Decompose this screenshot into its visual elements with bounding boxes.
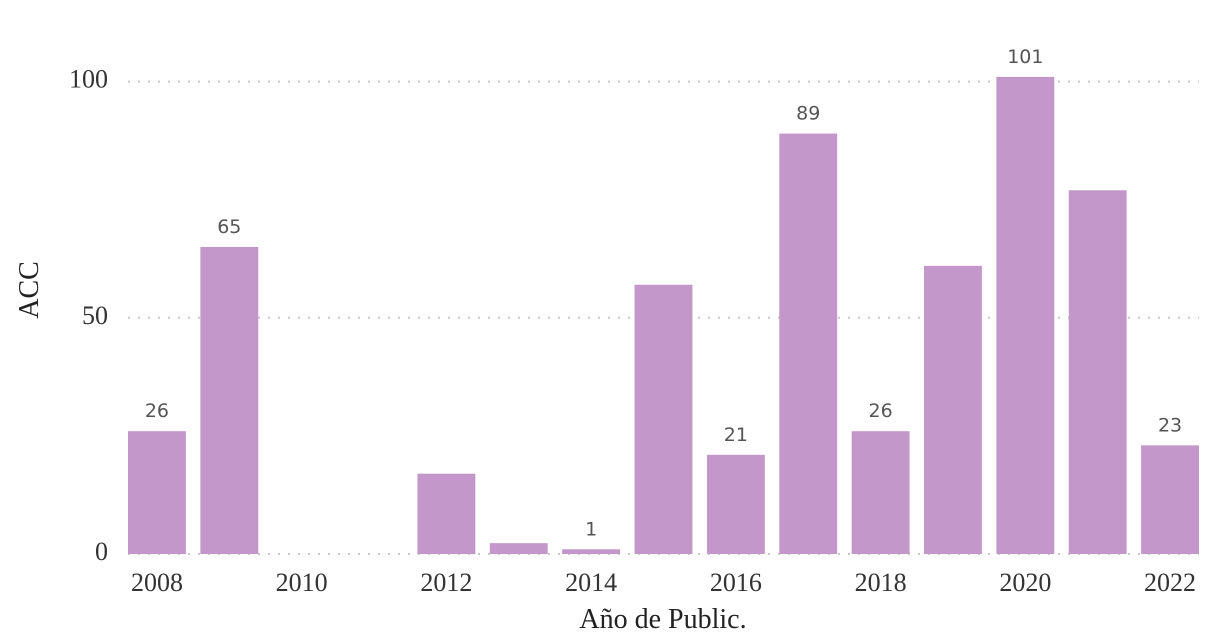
bar: [996, 76, 1055, 555]
bar: [1141, 445, 1199, 554]
bar: [851, 431, 910, 554]
value-label: 89: [796, 103, 820, 125]
x-tick-label: 2018: [855, 568, 907, 597]
bar: [779, 133, 838, 555]
bar: [634, 284, 693, 554]
bar: [924, 265, 982, 554]
bar: [128, 431, 186, 554]
x-tick-label: 2014: [565, 568, 617, 597]
x-tick-label: 2022: [1144, 568, 1196, 597]
bar: [1068, 190, 1127, 554]
x-tick-label: 2010: [276, 568, 328, 597]
x-tick-label: 2012: [420, 568, 472, 597]
value-label: 26: [145, 400, 169, 422]
x-tick-label: 2020: [999, 568, 1051, 597]
value-label: 26: [869, 400, 893, 422]
x-axis-title: Año de Public.: [579, 604, 746, 635]
bar: [200, 246, 259, 554]
y-tick-label: 100: [69, 65, 108, 94]
y-tick-label: 0: [95, 537, 108, 566]
value-label: 23: [1158, 414, 1182, 436]
bar: [489, 543, 548, 554]
x-tick-label: 2008: [131, 568, 183, 597]
bar: [706, 454, 765, 554]
y-axis-title: ACC: [14, 261, 45, 319]
bar: [562, 549, 621, 554]
x-tick-label: 2016: [710, 568, 762, 597]
bar: [417, 473, 476, 554]
y-tick-label: 50: [82, 301, 108, 330]
value-label: 1: [585, 518, 597, 540]
value-label: 65: [217, 216, 241, 238]
value-label: 101: [1007, 46, 1043, 68]
value-label: 21: [724, 424, 748, 446]
